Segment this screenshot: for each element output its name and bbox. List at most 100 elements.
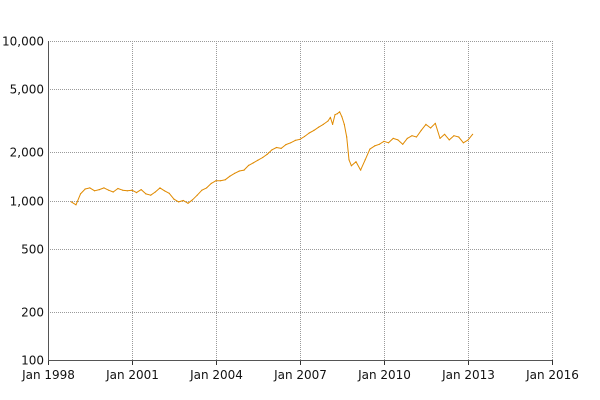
- data-point: [201, 189, 203, 191]
- data-point: [374, 145, 376, 147]
- data-point: [392, 137, 394, 139]
- data-point: [150, 194, 152, 196]
- data-point: [224, 179, 226, 181]
- data-point: [280, 147, 282, 149]
- series: [70, 111, 474, 206]
- data-point: [135, 192, 138, 194]
- data-point: [89, 187, 91, 189]
- data-point: [378, 143, 380, 145]
- data-point: [271, 149, 273, 151]
- data-point: [339, 111, 341, 113]
- x-tick-label: Jan 2004: [189, 368, 243, 382]
- data-point: [313, 129, 315, 131]
- data-point: [154, 191, 156, 193]
- data-point: [243, 169, 245, 171]
- data-point: [79, 193, 82, 195]
- y-tick-label: 500: [21, 243, 44, 257]
- data-point: [75, 204, 77, 206]
- data-point: [252, 162, 254, 164]
- axes: [48, 41, 553, 365]
- data-point: [406, 137, 408, 139]
- x-tick-label: Jan 2010: [357, 368, 411, 382]
- data-point: [248, 164, 250, 166]
- data-point: [131, 189, 133, 191]
- y-tick-label: 1,000: [10, 195, 44, 209]
- data-point: [360, 169, 362, 171]
- data-point: [467, 139, 469, 141]
- data-point: [94, 190, 96, 192]
- data-point: [178, 201, 180, 203]
- data-point: [126, 190, 128, 192]
- data-point: [108, 189, 110, 191]
- data-point: [341, 116, 343, 118]
- data-point: [168, 192, 170, 194]
- data-point: [294, 139, 296, 141]
- data-point: [369, 148, 371, 150]
- data-point: [336, 113, 338, 115]
- x-tick-label: Jan 2001: [105, 368, 159, 382]
- y-tick-label: 100: [21, 354, 44, 368]
- y-tick-label: 2,000: [10, 146, 44, 160]
- data-point: [187, 202, 189, 204]
- data-point: [334, 114, 336, 116]
- data-point: [387, 142, 390, 144]
- data-point: [411, 135, 413, 137]
- data-point: [434, 122, 436, 124]
- data-point: [84, 188, 86, 190]
- data-point: [234, 172, 236, 174]
- data-point: [448, 139, 450, 141]
- data-point: [159, 187, 161, 189]
- data-point: [453, 135, 455, 137]
- data-point: [182, 199, 184, 202]
- data-point: [332, 123, 334, 125]
- data-point: [117, 187, 119, 190]
- data-point: [163, 190, 166, 192]
- x-tick-label: Jan 2007: [273, 368, 327, 382]
- data-point: [329, 116, 331, 118]
- data-point: [215, 180, 217, 182]
- data-point: [420, 129, 422, 131]
- data-point: [439, 137, 441, 139]
- data-point: [299, 138, 301, 140]
- series-line: [71, 111, 473, 206]
- x-tick-label: Jan 2013: [441, 368, 495, 382]
- data-point: [462, 142, 464, 144]
- data-point: [229, 175, 231, 177]
- data-point: [257, 159, 259, 161]
- data-point: [122, 189, 124, 191]
- data-point: [346, 136, 348, 138]
- data-point: [383, 140, 385, 142]
- data-point: [425, 123, 427, 125]
- data-point: [103, 187, 105, 189]
- data-point: [343, 123, 345, 125]
- data-point: [145, 193, 147, 195]
- data-point: [430, 127, 432, 129]
- data-point: [196, 194, 198, 196]
- data-point: [238, 170, 240, 172]
- data-point: [285, 144, 287, 146]
- data-point: [262, 156, 264, 159]
- data-point: [402, 143, 404, 145]
- data-point: [290, 142, 292, 144]
- data-point: [415, 136, 418, 138]
- data-point: [458, 136, 460, 138]
- data-point: [266, 153, 268, 155]
- data-point: [318, 126, 320, 128]
- y-tick-label: 200: [21, 306, 44, 320]
- data-point: [350, 165, 352, 167]
- y-tick-label: 5,000: [10, 83, 44, 97]
- data-point: [220, 180, 222, 182]
- data-point: [348, 159, 350, 161]
- x-tick-label: Jan 1998: [21, 368, 75, 382]
- data-point: [364, 159, 366, 161]
- data-point: [472, 133, 474, 135]
- data-point: [322, 123, 324, 125]
- tick-labels: 100 200 500 1,000 2,000 5,000 10,000 Jan 1998 Ja…: [2, 35, 579, 383]
- data-point: [140, 189, 142, 191]
- data-point: [308, 132, 310, 134]
- data-point: [355, 161, 357, 163]
- data-point: [303, 135, 306, 138]
- data-point: [327, 120, 329, 122]
- data-point: [70, 201, 72, 203]
- gridlines: [48, 41, 553, 361]
